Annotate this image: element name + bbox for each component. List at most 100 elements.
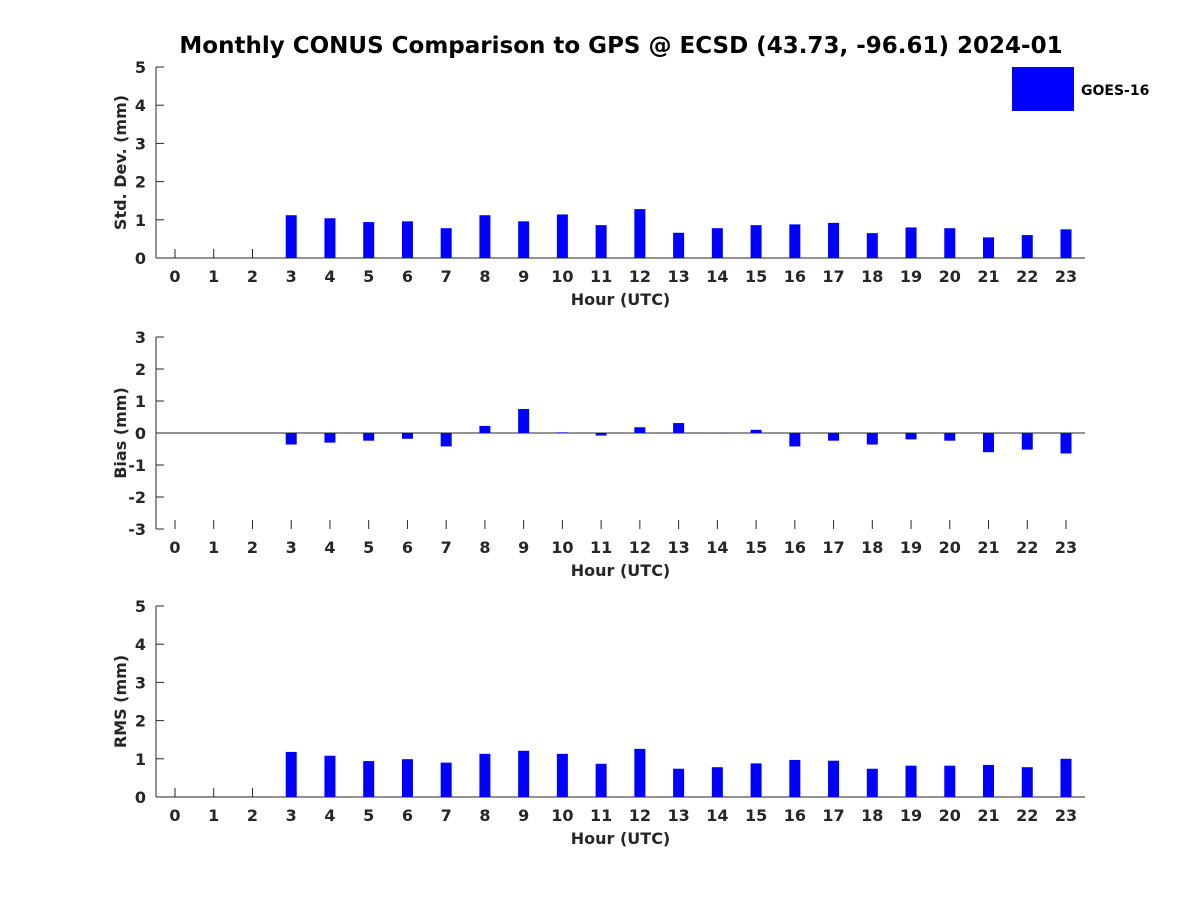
- panel-3-bar: [324, 755, 336, 797]
- panel-2-x-tick-label: 1: [208, 538, 219, 557]
- panel-2-x-tick-label: 0: [169, 538, 180, 557]
- panel-1-bar: [866, 233, 878, 258]
- panel-1-x-tick-label: 11: [590, 267, 612, 286]
- panel-2-y-tick-label: 2: [135, 360, 146, 379]
- panel-2-x-tick-label: 10: [551, 538, 573, 557]
- panel-3-y-tick-label: 3: [135, 673, 146, 692]
- panel-1-x-tick-label: 23: [1055, 267, 1077, 286]
- panel-1-bar: [595, 225, 607, 258]
- panel-3-bar: [479, 753, 491, 797]
- panel-1-x-tick-label: 5: [363, 267, 374, 286]
- panel-1-x-tick-label: 0: [169, 267, 180, 286]
- panel-2-bar: [711, 433, 723, 434]
- panel-3-bar: [634, 748, 646, 797]
- panel-3-bar: [363, 761, 375, 797]
- panel-1-x-axis-label: Hour (UTC): [571, 290, 671, 309]
- panel-2-bar: [518, 409, 530, 433]
- panel-3-bar: [711, 767, 723, 797]
- panel-3-x-tick-label: 21: [977, 806, 999, 825]
- panel-2-x-tick-label: 21: [977, 538, 999, 557]
- panel-3-bar: [440, 762, 452, 797]
- panel-1-bar: [750, 225, 762, 258]
- panel-2-x-tick-label: 12: [629, 538, 651, 557]
- panel-3-bar: [944, 765, 956, 797]
- panel-1-x-tick-label: 7: [441, 267, 452, 286]
- panel-3-x-tick-label: 5: [363, 806, 374, 825]
- panel-2-x-tick-label: 6: [402, 538, 413, 557]
- panel-3-bar: [285, 751, 297, 797]
- panel-2-x-tick-label: 2: [247, 538, 258, 557]
- panel-2-bar: [983, 433, 995, 453]
- panel-3-y-tick-label: 4: [135, 635, 146, 654]
- panel-1-bar: [905, 227, 917, 258]
- panel-1-bar: [983, 237, 995, 258]
- panel-2-y-tick-label: -2: [128, 488, 146, 507]
- panel-1-x-tick-label: 19: [900, 267, 922, 286]
- panel-2-bar: [866, 433, 878, 445]
- panel-1-x-tick-label: 12: [629, 267, 651, 286]
- panel-2-bar: [285, 433, 297, 445]
- panel-3-x-tick-label: 20: [939, 806, 961, 825]
- panel-3-bar: [518, 750, 530, 797]
- panel-2-y-tick-label: -3: [128, 520, 146, 539]
- panel-2-bar: [440, 433, 452, 447]
- panel-2-bar: [634, 427, 646, 433]
- legend-swatch: [1012, 67, 1074, 111]
- panel-2-x-tick-label: 22: [1016, 538, 1038, 557]
- panel-2-x-tick-label: 5: [363, 538, 374, 557]
- panel-2-x-tick-label: 23: [1055, 538, 1077, 557]
- panel-2-bar: [401, 433, 413, 439]
- panel-2-bar: [789, 433, 801, 447]
- panel-1-x-tick-label: 2: [247, 267, 258, 286]
- panel-3-x-tick-label: 14: [706, 806, 728, 825]
- panel-3-x-tick-label: 10: [551, 806, 573, 825]
- panel-3-x-tick-label: 6: [402, 806, 413, 825]
- panel-3-x-tick-label: 8: [479, 806, 490, 825]
- legend-label: GOES-16: [1081, 83, 1149, 99]
- panel-1-bar: [479, 215, 491, 258]
- panel-1-bar: [324, 218, 336, 258]
- panel-2-bar: [1060, 433, 1072, 454]
- panel-1-x-tick-label: 21: [977, 267, 999, 286]
- panel-3-bar: [750, 763, 762, 797]
- panel-1-bar: [944, 228, 956, 258]
- panel-2-x-tick-label: 13: [667, 538, 689, 557]
- panel-3-x-tick-label: 16: [784, 806, 806, 825]
- panel-3-x-tick-label: 11: [590, 806, 612, 825]
- panel-1-bar: [1021, 235, 1033, 258]
- panel-3-x-tick-label: 2: [247, 806, 258, 825]
- panel-2-bar: [750, 429, 762, 433]
- panel-1-x-tick-label: 14: [706, 267, 728, 286]
- panel-1-x-tick-label: 20: [939, 267, 961, 286]
- panel-2-bar: [556, 432, 568, 433]
- panel-1-bar: [518, 221, 530, 258]
- panel-3-x-tick-label: 12: [629, 806, 651, 825]
- panel-1-bar: [363, 222, 375, 258]
- panel-3-y-tick-label: 1: [135, 750, 146, 769]
- panel-3-x-tick-label: 0: [169, 806, 180, 825]
- panel-3-bar: [401, 759, 413, 797]
- panel-2-bar: [944, 433, 956, 441]
- panel-1-bar: [440, 228, 452, 258]
- panel-2-x-tick-label: 17: [822, 538, 844, 557]
- panel-1-bar: [634, 209, 646, 258]
- panel-3-x-tick-label: 18: [861, 806, 883, 825]
- panel-1-bar: [789, 224, 801, 258]
- panel-2-y-axis-label: Bias (mm): [111, 387, 130, 479]
- panel-1-bar: [711, 228, 723, 258]
- panel-3-y-tick-label: 2: [135, 712, 146, 731]
- panel-2-y-tick-label: 1: [135, 392, 146, 411]
- panel-2-x-tick-label: 4: [324, 538, 335, 557]
- panel-3-bar: [866, 768, 878, 797]
- panel-2-x-tick-label: 9: [518, 538, 529, 557]
- panel-2-x-tick-label: 16: [784, 538, 806, 557]
- panel-1-x-tick-label: 13: [667, 267, 689, 286]
- panel-3-x-tick-label: 13: [667, 806, 689, 825]
- panel-1-x-tick-label: 18: [861, 267, 883, 286]
- panel-1-x-tick-label: 10: [551, 267, 573, 286]
- panel-3-bar: [983, 764, 995, 797]
- panel-2-x-tick-label: 14: [706, 538, 728, 557]
- panel-1-y-tick-label: 4: [135, 96, 146, 115]
